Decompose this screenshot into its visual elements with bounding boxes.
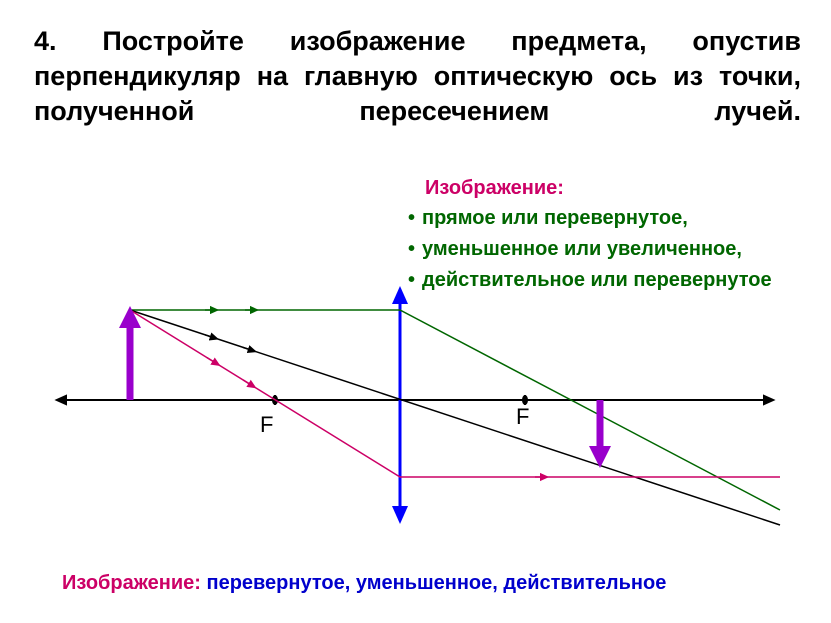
- focal-label-right: F: [516, 404, 529, 430]
- answer-line: Изображение: перевернутое, уменьшенное, …: [62, 572, 666, 595]
- image-arrow: [589, 400, 611, 468]
- lens: [392, 286, 408, 524]
- answer-label: Изображение:: [62, 572, 206, 594]
- ray-center: [130, 310, 780, 525]
- focal-label-left: F: [260, 412, 273, 438]
- optical-diagram: [0, 0, 831, 623]
- ray-parallel-focus: [130, 310, 780, 510]
- answer-value: перевернутое, уменьшенное, действительно…: [206, 572, 666, 594]
- object-arrow: [119, 306, 141, 400]
- ray-front-focus: [130, 310, 780, 477]
